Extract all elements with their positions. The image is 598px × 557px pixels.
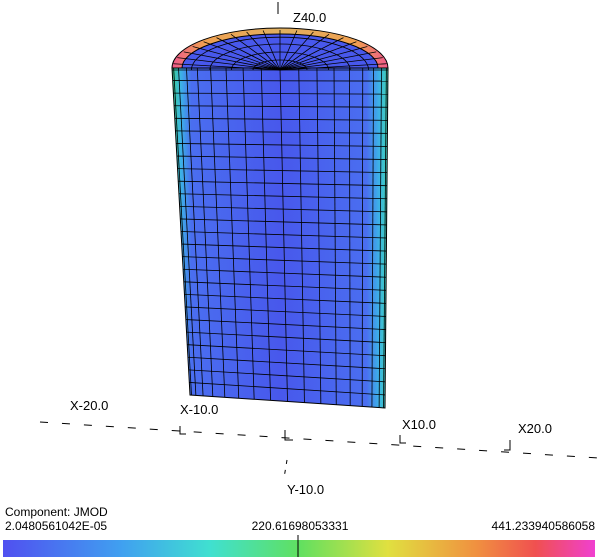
mesh-line	[279, 31, 314, 71]
mesh-line	[279, 63, 387, 71]
mesh-line	[178, 180, 387, 187]
axis-label: X-10.0	[180, 402, 218, 417]
axis-label: X10.0	[402, 417, 436, 432]
mesh-ring	[231, 51, 329, 71]
x-axis	[39, 421, 598, 459]
axis-ticks	[179, 426, 511, 451]
mesh-ring	[191, 36, 369, 71]
legend-max: 441.233940586058	[492, 519, 596, 533]
mesh-line	[186, 331, 386, 344]
mesh-line	[177, 57, 281, 71]
mesh-line	[179, 205, 387, 213]
mesh-line	[188, 369, 386, 383]
mesh-line	[174, 105, 388, 108]
legend-title: Component: JMOD	[5, 505, 108, 519]
mesh-line	[279, 34, 330, 71]
mesh-line	[172, 80, 388, 82]
mesh-line	[262, 30, 281, 71]
mesh-line	[279, 37, 344, 71]
mesh-line	[180, 231, 387, 239]
mesh-line	[182, 256, 387, 265]
legend-min: 2.0480561042E-05	[5, 519, 107, 533]
mesh-line	[187, 356, 386, 370]
mesh-line	[187, 344, 386, 357]
mesh-line	[185, 319, 386, 330]
mesh-ring	[209, 43, 351, 71]
mesh-line	[189, 382, 386, 396]
mesh-line	[178, 193, 387, 200]
mesh-line	[177, 168, 388, 174]
mesh-line	[173, 63, 281, 71]
axis-label: Z40.0	[293, 10, 326, 25]
mesh-line	[180, 218, 387, 226]
mesh-line	[184, 293, 386, 304]
mesh-line	[176, 143, 388, 147]
axis-label: X-20.0	[70, 398, 108, 413]
mesh-line	[216, 37, 281, 71]
mesh-line	[192, 46, 281, 71]
mesh-line	[246, 31, 281, 71]
mesh-line	[279, 57, 383, 71]
mesh-ring	[252, 59, 308, 71]
mesh-line	[174, 117, 388, 121]
mesh-line	[183, 281, 387, 291]
axis-label: X20.0	[518, 421, 552, 436]
y-axis	[283, 459, 288, 479]
mesh-line	[175, 130, 388, 134]
mesh-line	[279, 51, 377, 71]
mesh-line	[173, 92, 388, 95]
mesh-line	[185, 306, 386, 317]
mesh-line	[176, 155, 388, 160]
mesh-line	[183, 51, 281, 71]
mesh-line	[181, 243, 387, 252]
axis-label: Y-10.0	[287, 482, 324, 497]
legend-mid: 220.61698053331	[252, 519, 349, 533]
mesh-line	[279, 41, 357, 71]
mesh-line	[203, 41, 281, 71]
mesh-line	[183, 268, 387, 278]
color-bar	[3, 540, 595, 557]
mesh-line	[279, 46, 368, 71]
mesh-line	[279, 30, 298, 71]
mesh	[172, 30, 388, 408]
mesh-line	[230, 34, 281, 71]
